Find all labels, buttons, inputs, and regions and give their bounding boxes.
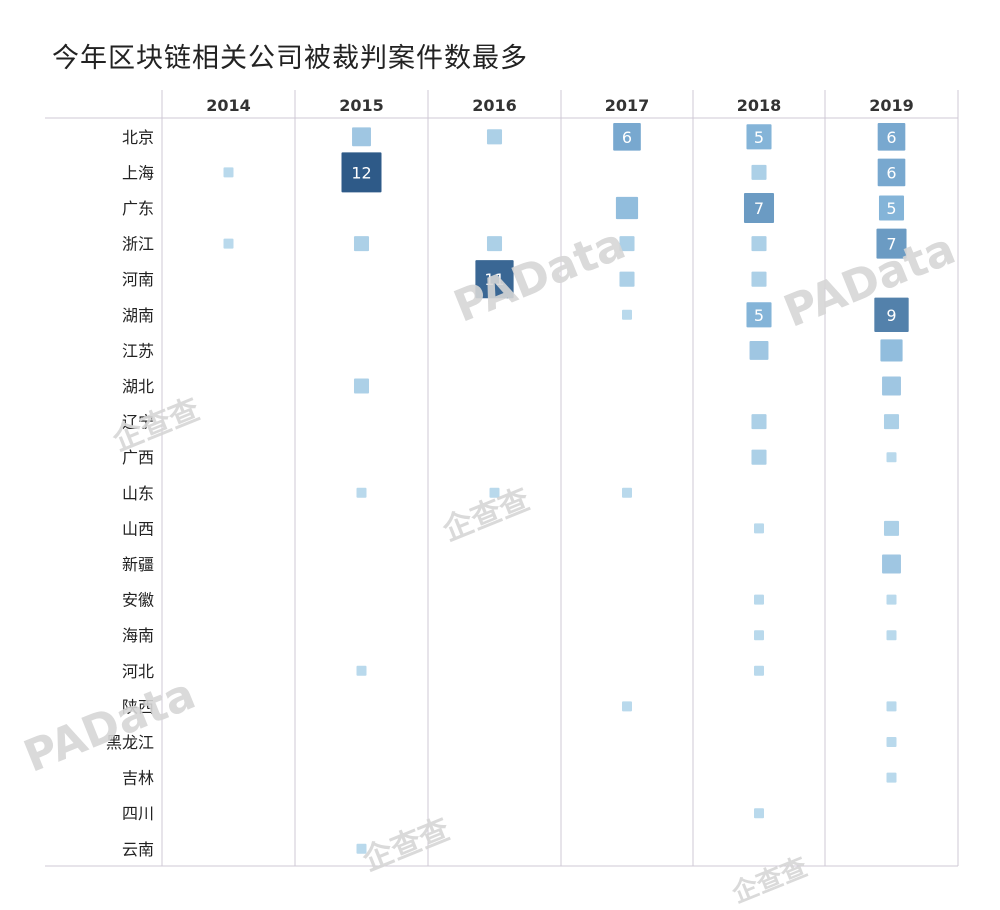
row-label: 湖南 bbox=[122, 306, 154, 325]
column-header: 2015 bbox=[339, 96, 384, 115]
cell-square bbox=[486, 236, 503, 252]
row-label: 山西 bbox=[122, 519, 154, 538]
row-label: 黑龙江 bbox=[106, 733, 154, 752]
cell-value-label: 6 bbox=[886, 128, 896, 147]
cell-square bbox=[356, 487, 367, 498]
column-header: 2018 bbox=[737, 96, 782, 115]
cell-value-label: 5 bbox=[754, 128, 764, 147]
cell-square bbox=[475, 260, 514, 299]
cell-square bbox=[341, 152, 382, 193]
cell-square bbox=[751, 164, 767, 180]
cell-square bbox=[886, 701, 897, 712]
cell-square bbox=[743, 192, 775, 224]
cell-square bbox=[353, 378, 370, 394]
cell-value-label: 5 bbox=[754, 306, 764, 325]
row-label: 海南 bbox=[122, 626, 154, 645]
row-label: 云南 bbox=[122, 840, 154, 859]
cell-square bbox=[751, 414, 767, 430]
cell-square bbox=[622, 487, 632, 498]
row-label: 吉林 bbox=[122, 769, 154, 788]
cell-value-label: 6 bbox=[622, 128, 632, 147]
cell-square bbox=[489, 487, 500, 498]
row-label: 山东 bbox=[122, 484, 154, 503]
cell-square bbox=[876, 228, 907, 259]
cell-square bbox=[751, 236, 767, 252]
row-label: 广西 bbox=[122, 448, 154, 467]
cell-value-label: 7 bbox=[886, 235, 896, 254]
cell-square bbox=[754, 523, 764, 534]
column-header: 2016 bbox=[472, 96, 517, 115]
cell-square bbox=[886, 452, 897, 463]
cell-square bbox=[751, 449, 767, 465]
cell-square bbox=[883, 520, 900, 536]
cell-square bbox=[356, 843, 367, 854]
cell-square bbox=[874, 297, 909, 332]
cell-square bbox=[880, 339, 903, 362]
cell-square bbox=[353, 236, 370, 252]
row-label: 辽宁 bbox=[122, 413, 154, 432]
cell-square bbox=[754, 594, 764, 605]
cell-square bbox=[754, 630, 764, 641]
column-header: 2017 bbox=[605, 96, 650, 115]
row-label: 四川 bbox=[122, 804, 154, 823]
cell-square bbox=[877, 122, 906, 151]
cell-square bbox=[619, 236, 635, 252]
row-label: 河北 bbox=[122, 662, 154, 681]
cell-square bbox=[882, 554, 901, 574]
row-label: 陕西 bbox=[122, 697, 154, 716]
cell-square bbox=[223, 167, 234, 178]
cell-square bbox=[746, 302, 772, 328]
column-header: 2019 bbox=[869, 96, 914, 115]
cell-square bbox=[882, 376, 901, 396]
row-label: 广东 bbox=[122, 199, 154, 218]
cell-square bbox=[615, 196, 639, 220]
cell-value-label: 6 bbox=[886, 163, 896, 182]
cell-value-label: 7 bbox=[754, 199, 764, 218]
row-label: 浙江 bbox=[122, 235, 154, 254]
cell-square bbox=[223, 238, 234, 249]
row-label: 湖北 bbox=[122, 377, 154, 396]
cell-square bbox=[613, 122, 641, 151]
column-header: 2014 bbox=[206, 96, 251, 115]
cell-square bbox=[886, 630, 897, 641]
cell-square bbox=[754, 665, 764, 676]
row-label: 河南 bbox=[122, 270, 154, 289]
cell-square bbox=[886, 737, 897, 747]
row-label: 北京 bbox=[122, 128, 154, 147]
cell-square bbox=[356, 665, 367, 676]
cell-value-label: 11 bbox=[484, 270, 504, 289]
cell-value-label: 12 bbox=[351, 163, 371, 182]
row-label: 新疆 bbox=[122, 555, 154, 574]
cell-square bbox=[886, 594, 897, 605]
cell-square bbox=[886, 772, 897, 783]
row-label: 安徽 bbox=[122, 591, 154, 610]
cell-square bbox=[622, 701, 632, 712]
cell-square bbox=[622, 309, 632, 320]
cell-square bbox=[877, 158, 906, 187]
cell-square bbox=[486, 129, 503, 145]
chart-title: 今年区块链相关公司被裁判案件数最多 bbox=[52, 43, 528, 74]
cell-square bbox=[749, 340, 769, 360]
cell-square bbox=[751, 271, 767, 287]
cell-square bbox=[619, 271, 635, 287]
cell-value-label: 5 bbox=[886, 199, 896, 218]
row-label: 上海 bbox=[122, 163, 154, 182]
cell-square bbox=[883, 414, 900, 430]
cell-square bbox=[352, 127, 371, 147]
cell-square bbox=[878, 195, 905, 221]
cell-square bbox=[754, 808, 764, 819]
row-label: 江苏 bbox=[122, 341, 154, 360]
cell-value-label: 9 bbox=[886, 306, 896, 325]
cell-square bbox=[746, 124, 772, 150]
